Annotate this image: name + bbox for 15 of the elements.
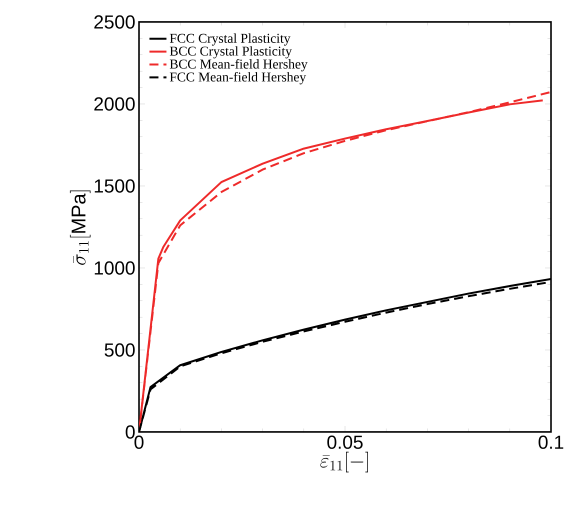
legend-label: FCC Crystal Plasticity [170,33,290,46]
x-axis-title: $\bar{\varepsilon}_{11}[-]$ [320,452,368,472]
x-tick-label: 0.05 [327,436,363,449]
legend-label: FCC Mean-field Hershey [170,72,306,84]
x-tick-label: 0 [134,436,144,449]
legend-label: BCC Mean-field Hershey [170,59,308,72]
y-tick-label: 0 [126,425,135,439]
y-tick-label: 500 [104,343,135,357]
y-tick-label: 2000 [94,97,135,111]
y-axis-title: $\bar{\sigma}_{11}[\mathrm{MPa}]$ [70,190,91,265]
legend-label: BCC Crystal Plasticity [170,46,292,58]
y-tick-label: 2500 [94,15,135,29]
x-tick-label: 0.1 [538,436,564,449]
y-tick-label: 1000 [94,261,135,275]
y-tick-label: 1500 [94,179,135,193]
